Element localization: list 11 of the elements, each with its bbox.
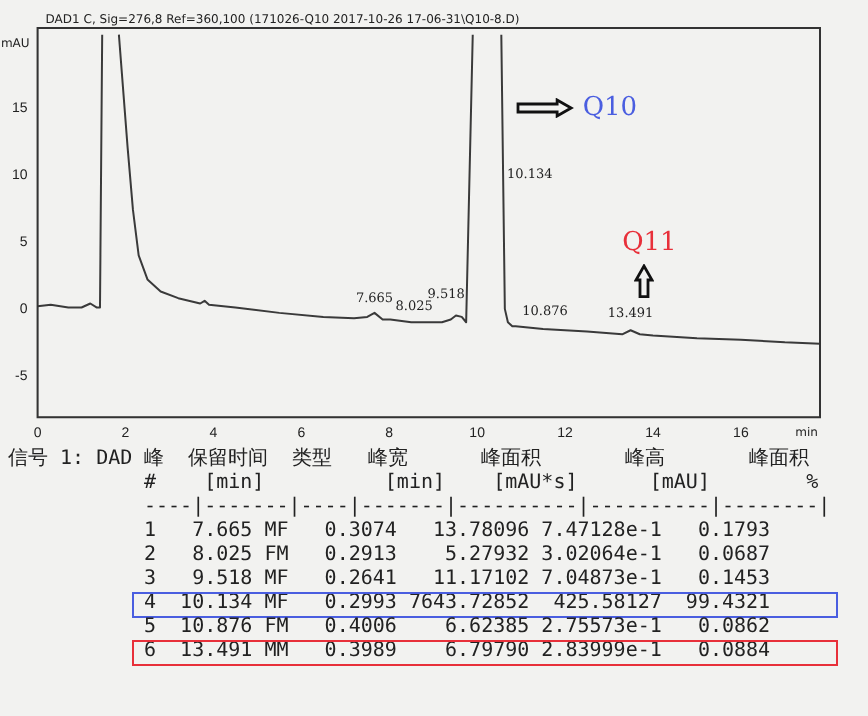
text: 信号 1: DAD <box>6 448 133 474</box>
text: 1 7.665 MF 0.3074 13.78096 7.47128e-1 0.1793 <box>144 520 771 542</box>
text: 峰 保留时间 类型 峰宽 峰面积 峰高 峰面积 <box>144 448 810 470</box>
text: 5 10.876 FM 0.4006 6.62385 2.75573e-1 0.0862 <box>144 616 771 638</box>
annotation: Q11 <box>622 228 677 259</box>
annotation: Q10 <box>582 93 638 123</box>
text: 6 13.491 MM 0.3989 6.79790 2.83999e-1 0.0884 <box>144 640 771 662</box>
text: # [min] [min] [mAU*s] [mAU] % <box>144 472 819 494</box>
text: 3 9.518 MF 0.2641 11.17102 7.04873e-1 0.1453 <box>144 568 771 590</box>
text: 2 8.025 FM 0.2913 5.27932 3.02064e-1 0.0687 <box>144 544 771 566</box>
text: ----|-------|----|-------|----------|----------|--------| <box>144 496 831 518</box>
